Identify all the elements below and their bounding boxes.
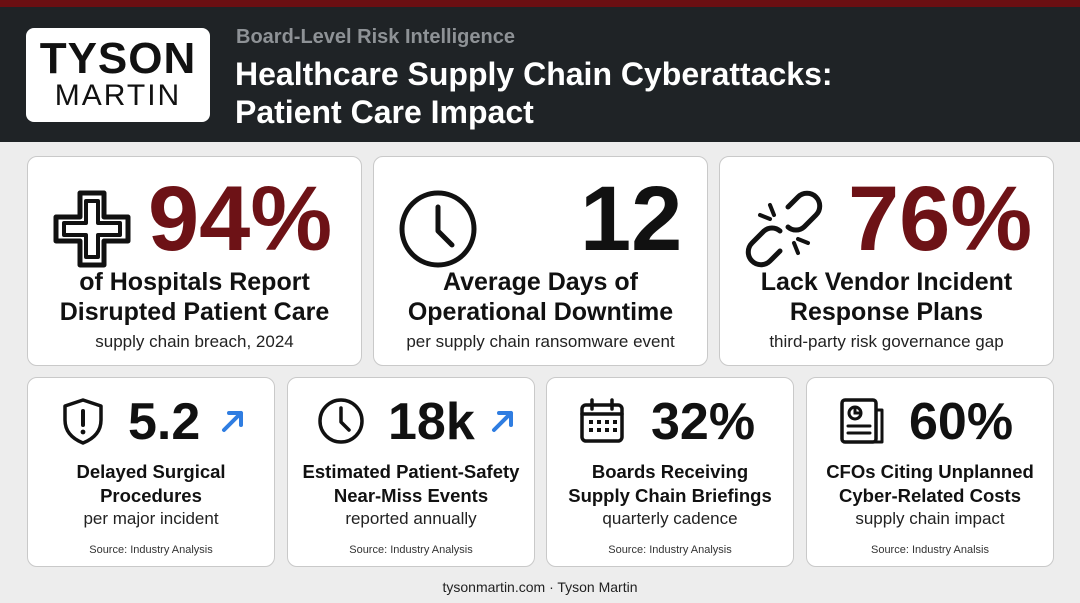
stat-value: 18k <box>388 393 475 451</box>
page-title-line-2: Patient Care Impact <box>235 94 534 130</box>
stat-value: 32% <box>651 393 756 451</box>
stat-value: 94% <box>148 168 333 270</box>
medical-cross-icon <box>53 190 131 268</box>
stat-label-line-1: CFOs Citing Unplanned <box>826 461 1034 482</box>
stat-subtitle: supply chain impact <box>855 509 1005 528</box>
clock-icon <box>318 398 364 444</box>
header-eyebrow: Board-Level Risk Intelligence <box>236 26 515 48</box>
stat-card-near-miss-events: 18k Estimated Patient-Safety Near-Miss E… <box>287 377 535 567</box>
broken-link-icon <box>745 190 823 268</box>
stat-value: 12 <box>580 168 683 270</box>
shield-alert-icon <box>63 398 103 445</box>
logo-text-top: TYSON <box>39 34 197 83</box>
stat-value: 5.2 <box>128 393 201 451</box>
stat-label-line-2: Supply Chain Briefings <box>568 485 772 506</box>
stat-source: Source: Industry Analysis <box>349 544 473 556</box>
page-title-line-1: Healthcare Supply Chain Cyberattacks: <box>235 56 833 92</box>
stat-label: Boards Receiving Supply Chain Briefings <box>547 460 793 508</box>
stat-label-line-1: Delayed Surgical <box>76 461 226 482</box>
report-document-icon <box>840 398 884 444</box>
stat-subtitle: supply chain breach, 2024 <box>95 332 294 351</box>
stat-subtitle: reported annually <box>345 509 477 528</box>
stat-source: Source: Industry Analysis <box>89 544 213 556</box>
stat-label: of Hospitals Report Disrupted Patient Ca… <box>28 267 361 327</box>
clock-icon <box>399 190 477 268</box>
stat-label-line-2: Procedures <box>100 485 202 506</box>
stat-card-cfo-costs: 60% CFOs Citing Unplanned Cyber-Related … <box>806 377 1054 567</box>
logo-text-bottom: MARTIN <box>54 79 182 112</box>
stat-label-line-2: Cyber-Related Costs <box>839 485 1021 506</box>
stat-label-line-1: Lack Vendor Incident <box>760 268 1013 296</box>
stat-subtitle: per major incident <box>83 509 219 528</box>
stat-label: Estimated Patient-Safety Near-Miss Event… <box>288 460 534 508</box>
brand-logo[interactable]: TYSON MARTIN <box>26 28 210 122</box>
calendar-icon <box>580 398 624 443</box>
stat-source: Source: Industry Analysis <box>608 544 732 556</box>
up-arrow-icon <box>492 411 513 432</box>
stat-label-line-2: Operational Downtime <box>407 298 674 326</box>
stat-label: Delayed Surgical Procedures <box>28 460 274 508</box>
stat-card-surgical-delays: 5.2 Delayed Surgical Procedures per majo… <box>27 377 275 567</box>
stat-subtitle: quarterly cadence <box>602 509 738 528</box>
stat-card-downtime-days: 12 Average Days of Operational Downtime … <box>373 156 708 366</box>
stat-source: Source: Industry Analsis <box>870 544 989 556</box>
top-accent-bar <box>0 0 1080 7</box>
stat-subtitle: per supply chain ransomware event <box>406 332 675 351</box>
stat-card-vendor-plans: 76% Lack Vendor Incident Response Plans … <box>719 156 1054 366</box>
header-banner: TYSON MARTIN Board-Level Risk Intelligen… <box>0 7 1080 142</box>
up-arrow-icon <box>222 411 243 432</box>
stat-card-board-briefings: 32% Boards Receiving Supply Chain Briefi… <box>546 377 794 567</box>
footer-credit[interactable]: tysonmartin.com · Tyson Martin <box>442 579 638 595</box>
stat-label: CFOs Citing Unplanned Cyber-Related Cost… <box>807 460 1053 508</box>
page-title: Healthcare Supply Chain Cyberattacks: Pa… <box>235 55 1035 131</box>
stat-label-line-1: of Hospitals Report <box>79 268 310 296</box>
stat-label-line-1: Boards Receiving <box>591 461 749 482</box>
stat-subtitle: third-party risk governance gap <box>769 332 1004 351</box>
stat-label-line-1: Estimated Patient-Safety <box>302 461 520 482</box>
stat-label-line-2: Response Plans <box>789 298 984 326</box>
stat-value: 60% <box>909 393 1014 451</box>
stat-label: Lack Vendor Incident Response Plans <box>720 267 1053 327</box>
stat-label: Average Days of Operational Downtime <box>374 267 707 327</box>
stat-card-hospitals-disrupted: 94% of Hospitals Report Disrupted Patien… <box>27 156 362 366</box>
stat-label-line-2: Disrupted Patient Care <box>59 298 330 326</box>
stat-label-line-2: Near-Miss Events <box>333 485 489 506</box>
stat-value: 76% <box>848 168 1033 270</box>
stat-label-line-1: Average Days of <box>443 268 638 296</box>
